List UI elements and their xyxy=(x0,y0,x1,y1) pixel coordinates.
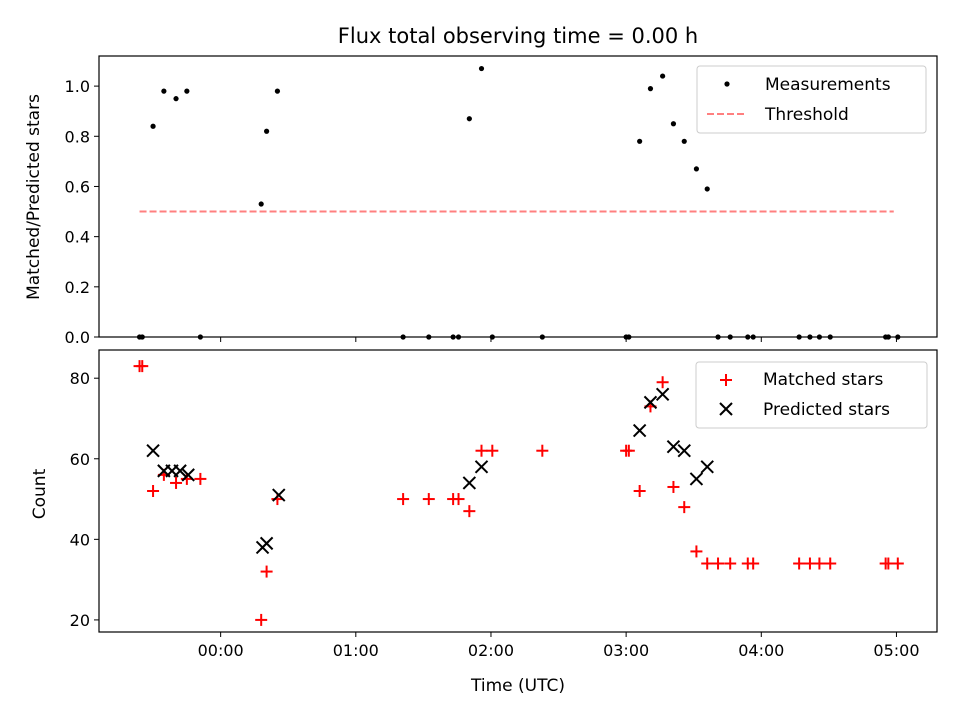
legend-marker-measurements xyxy=(724,81,730,87)
matched-stars-point-7 xyxy=(255,613,268,626)
measurements-point-4 xyxy=(173,96,179,102)
legend-label-measurements: Measurements xyxy=(765,75,891,95)
predicted-stars-point-4 xyxy=(181,468,195,482)
measurements-point-20 xyxy=(637,138,643,144)
matched-stars-point-25 xyxy=(690,545,703,558)
measurements-point-5 xyxy=(184,88,190,94)
bottom-xtick-label-4: 04:00 xyxy=(738,641,784,660)
bottom-xtick-label-5: 05:00 xyxy=(873,641,919,660)
bottom-panel-xlabel: Time (UTC) xyxy=(470,676,565,696)
predicted-stars-point-16 xyxy=(700,460,714,474)
matched-stars-point-27 xyxy=(712,557,725,570)
measurements-point-24 xyxy=(681,138,687,144)
top-panel-marks: 0.0 0.2 0.4 0.6 0.8 1.0 xyxy=(65,55,938,347)
predicted-stars-point-15 xyxy=(689,472,704,486)
predicted-stars-point-12 xyxy=(655,387,670,402)
bottom-axes-frame xyxy=(98,349,938,633)
matched-stars-point-20 xyxy=(633,485,646,497)
matched-stars-point-16 xyxy=(486,444,499,457)
matched-stars-point-10 xyxy=(397,493,410,506)
matched-stars-point-26 xyxy=(701,557,714,570)
measurements-point-25 xyxy=(693,166,700,172)
predicted-stars-point-11 xyxy=(643,395,658,410)
measurements-point-26 xyxy=(704,186,710,192)
top-ytick-label-5: 1.0 xyxy=(65,77,90,96)
bottom-xtick-label-2: 02:00 xyxy=(468,641,514,660)
matched-stars-point-24 xyxy=(678,501,691,514)
measurements-point-3 xyxy=(161,88,167,94)
measurements-point-15 xyxy=(478,65,485,72)
bottom-xtick-label-1: 01:00 xyxy=(333,641,379,660)
matched-stars-point-28 xyxy=(724,557,737,570)
top-legend-frame xyxy=(696,65,927,134)
predicted-stars-point-9 xyxy=(474,460,489,474)
top-panel-title: Flux total observing time = 0.00 h xyxy=(338,24,698,48)
legend-label-predicted-stars: Predicted stars xyxy=(763,400,890,420)
measurements-point-2 xyxy=(150,123,156,129)
bottom-panel-legend: Matched stars Predicted stars xyxy=(695,361,928,429)
bottom-ytick-label-1: 40 xyxy=(70,530,90,549)
top-ytick-label-3: 0.6 xyxy=(65,177,90,196)
top-axes-frame xyxy=(98,55,938,338)
matched-stars-point-22 xyxy=(656,376,669,389)
bottom-ytick-label-3: 80 xyxy=(70,369,90,388)
bottom-ytick-label-0: 20 xyxy=(70,611,90,630)
matched-stars-point-17 xyxy=(536,444,549,457)
measurements-point-8 xyxy=(264,128,270,134)
bottom-legend-frame xyxy=(695,361,928,429)
predicted-stars-point-3 xyxy=(173,464,187,478)
top-ytick-label-2: 0.4 xyxy=(65,228,90,247)
top-panel-ylabel: Matched/Predicted stars xyxy=(24,94,44,300)
predicted-stars-point-10 xyxy=(632,423,647,438)
legend-marker-matched-stars xyxy=(720,374,732,386)
matched-stars-point-1 xyxy=(136,360,149,373)
top-panel-legend: Measurements Threshold xyxy=(696,65,927,134)
matched-stars-point-34 xyxy=(824,557,837,570)
matched-stars-point-8 xyxy=(260,565,273,578)
matched-stars-point-14 xyxy=(463,505,476,518)
matched-stars-point-11 xyxy=(422,493,435,506)
top-panel: Flux total observing time = 0.00 h Match… xyxy=(24,24,938,347)
matched-stars-point-6 xyxy=(194,472,207,485)
predicted-stars-point-14 xyxy=(677,444,691,458)
matched-stars-point-23 xyxy=(667,480,680,493)
matched-stars-point-37 xyxy=(891,557,904,570)
measurements-point-23 xyxy=(670,121,677,127)
predicted-stars-point-0 xyxy=(146,444,160,458)
legend-label-matched-stars: Matched stars xyxy=(763,370,883,390)
bottom-xtick-label-3: 03:00 xyxy=(603,641,649,660)
predicted-stars-point-6 xyxy=(259,536,274,551)
matched-stars-point-2 xyxy=(147,485,160,497)
predicted-stars-point-8 xyxy=(462,476,477,490)
top-ytick-label-0: 0.0 xyxy=(65,328,90,347)
measurements-point-21 xyxy=(647,86,654,92)
legend-label-threshold: Threshold xyxy=(764,105,849,125)
top-ytick-label-4: 0.8 xyxy=(65,127,90,146)
measurements-point-22 xyxy=(660,73,666,79)
measurements-point-9 xyxy=(274,88,281,94)
bottom-panel-marks: 20 40 60 80 00:00 01:00 02:00 03:00 04:00 05:00 xyxy=(70,349,938,660)
bottom-ytick-label-2: 60 xyxy=(70,450,90,469)
bottom-xtick-label-0: 00:00 xyxy=(198,641,244,660)
matched-stars-point-19 xyxy=(622,444,635,457)
matched-stars-point-4 xyxy=(170,476,183,489)
legend-marker-predicted-stars xyxy=(719,402,733,416)
bottom-panel: Count Time (UTC) 20 40 60 80 00:00 01:00 02:00… xyxy=(30,349,938,696)
matched-stars-point-33 xyxy=(813,557,826,570)
bottom-panel-ylabel: Count xyxy=(30,468,50,519)
measurements-point-14 xyxy=(466,116,472,122)
matched-stars-point-15 xyxy=(475,444,488,457)
predicted-stars-point-13 xyxy=(666,439,681,454)
top-ytick-label-1: 0.2 xyxy=(65,278,90,297)
matched-stars-point-13 xyxy=(452,493,465,506)
predicted-stars-point-7 xyxy=(272,488,286,502)
measurements-point-7 xyxy=(258,201,264,207)
matched-stars-point-31 xyxy=(793,557,806,570)
matched-stars-point-30 xyxy=(747,557,760,570)
